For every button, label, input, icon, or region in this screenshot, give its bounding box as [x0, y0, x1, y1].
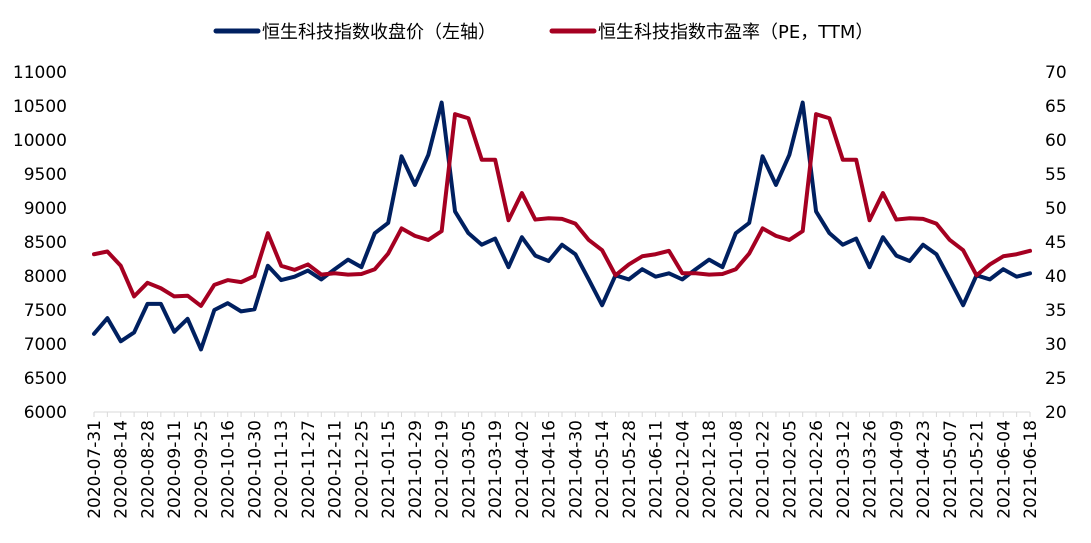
x-tick-label: 2021-03-26 — [861, 420, 881, 519]
x-tick-label: 2020-08-14 — [112, 420, 132, 519]
x-tick-label: 2020-09-25 — [192, 420, 212, 519]
left-y-tick-label: 7500 — [24, 301, 67, 321]
x-tick-label: 2020-10-30 — [245, 420, 265, 519]
x-tick-label: 2020-12-18 — [700, 420, 720, 519]
x-tick-label: 2020-07-31 — [85, 420, 105, 519]
x-tick-label: 2020-11-27 — [299, 420, 319, 519]
left-y-axis-ticks: 6000 6500 7000 7500 8000 8500 9000 9500 10000 105… — [13, 63, 67, 423]
right-y-tick-label: 60 — [1045, 131, 1067, 151]
x-tick-label: 2021-06-11 — [647, 420, 667, 519]
x-tick-label: 2021-03-19 — [486, 420, 506, 519]
series-line-pe-ttm — [92, 112, 1032, 308]
legend: 恒生科技指数收盘价（左轴） 恒生科技指数市盈率（PE，TTM） — [213, 22, 873, 43]
x-tick-label: 2020-12-04 — [673, 420, 693, 519]
right-y-tick-label: 50 — [1045, 199, 1067, 219]
left-y-tick-label: 8000 — [24, 267, 67, 287]
x-tick-label: 2021-03-12 — [834, 420, 854, 519]
left-y-tick-label: 8500 — [24, 233, 67, 253]
series-lines — [92, 100, 1032, 352]
x-tick-label: 2021-01-29 — [406, 420, 426, 519]
x-tick-label: 2021-04-09 — [887, 420, 907, 519]
axes — [93, 411, 1031, 417]
right-y-tick-label: 65 — [1045, 97, 1067, 117]
x-tick-label: 2021-04-02 — [513, 420, 533, 519]
x-axis-ticks: 2020-07-31 2020-08-14 2020-08-28 2020-09-11… — [85, 420, 1041, 519]
left-y-tick-label: 11000 — [13, 63, 67, 83]
x-tick-label: 2021-04-23 — [914, 420, 934, 519]
x-tick-label: 2021-01-15 — [379, 420, 399, 519]
x-tick-label: 2021-04-16 — [540, 420, 560, 519]
right-y-tick-label: 40 — [1045, 267, 1067, 287]
x-tick-label: 2021-03-05 — [459, 420, 479, 519]
x-tick-label: 2021-06-04 — [994, 420, 1014, 519]
series-line-close-price — [92, 100, 1032, 352]
x-tick-label: 2020-11-13 — [272, 420, 292, 519]
x-tick-label: 2021-05-28 — [620, 420, 640, 519]
legend-label-pe-ttm: 恒生科技指数市盈率（PE，TTM） — [598, 22, 873, 43]
right-y-tick-label: 45 — [1045, 233, 1067, 253]
x-tick-label: 2020-08-28 — [138, 420, 158, 519]
right-y-tick-label: 25 — [1045, 369, 1067, 389]
left-y-tick-label: 9500 — [24, 165, 67, 185]
left-y-tick-label: 9000 — [24, 199, 67, 219]
x-tick-label: 2021-05-07 — [941, 420, 961, 519]
x-tick-label: 2021-06-18 — [1021, 420, 1041, 519]
right-y-axis-ticks: 20 25 30 35 40 45 50 55 60 65 70 — [1045, 63, 1067, 423]
right-y-tick-label: 35 — [1045, 301, 1067, 321]
x-tick-label: 2021-05-21 — [968, 420, 988, 519]
left-y-tick-label: 10000 — [13, 131, 67, 151]
x-tick-label: 2021-04-30 — [566, 420, 586, 519]
x-tick-label: 2021-01-22 — [754, 420, 774, 519]
x-tick-label: 2020-12-11 — [326, 420, 346, 519]
x-tick-label: 2021-02-19 — [433, 420, 453, 519]
x-tick-label: 2020-12-25 — [352, 420, 372, 519]
x-tick-label: 2021-05-14 — [593, 420, 613, 519]
x-tick-label: 2020-10-16 — [219, 420, 239, 519]
left-y-tick-label: 6500 — [24, 369, 67, 389]
right-y-tick-label: 55 — [1045, 165, 1067, 185]
x-tick-label: 2021-01-08 — [727, 420, 747, 519]
left-y-tick-label: 6000 — [24, 403, 67, 423]
left-y-tick-label: 10500 — [13, 97, 67, 117]
right-y-tick-label: 70 — [1045, 63, 1067, 83]
left-y-tick-label: 7000 — [24, 335, 67, 355]
legend-label-close-price: 恒生科技指数收盘价（左轴） — [262, 22, 496, 43]
right-y-tick-label: 30 — [1045, 335, 1067, 355]
x-tick-label: 2021-02-05 — [780, 420, 800, 519]
right-y-tick-label: 20 — [1045, 403, 1067, 423]
x-tick-label: 2021-02-26 — [807, 420, 827, 519]
x-tick-label: 2020-09-11 — [165, 420, 185, 519]
